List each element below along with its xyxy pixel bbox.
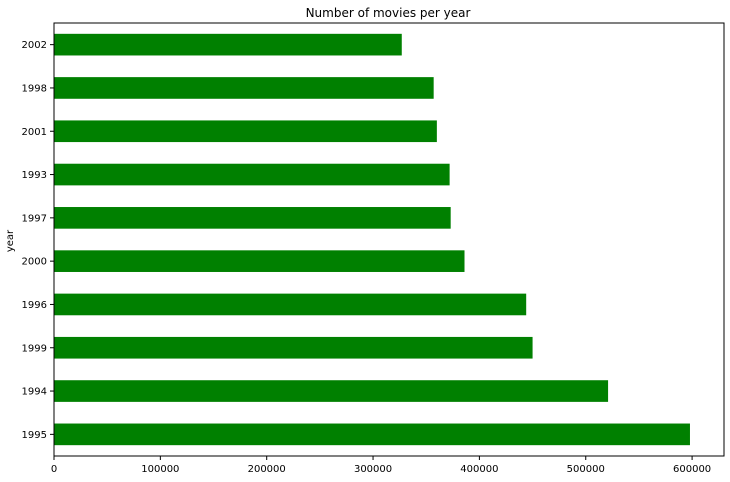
bar-1997 <box>54 207 451 229</box>
bar-1995 <box>54 423 690 446</box>
y-tick-label: 1998 <box>22 83 47 94</box>
bar-1999 <box>54 336 533 359</box>
y-tick-label: 2001 <box>22 127 47 138</box>
bar-2000 <box>54 250 465 272</box>
y-tick-label: 2002 <box>22 40 47 51</box>
bar-1996 <box>54 293 527 316</box>
x-tick-label: 100000 <box>141 464 179 475</box>
y-tick-label: 1997 <box>22 213 47 224</box>
bar-1998 <box>54 77 434 99</box>
x-tick-label: 600000 <box>673 464 711 475</box>
y-axis-label: year <box>5 229 16 252</box>
bar-2002 <box>54 33 402 56</box>
x-tick-label: 200000 <box>248 464 286 475</box>
y-tick-label: 1999 <box>22 343 47 354</box>
x-tick-label: 500000 <box>567 464 605 475</box>
y-tick-label: 1995 <box>22 430 47 441</box>
plot-frame <box>53 22 725 457</box>
bar-1993 <box>54 163 450 186</box>
y-tick-label: 1996 <box>22 300 47 311</box>
bar-1994 <box>54 380 609 402</box>
y-tick-label: 1993 <box>22 170 47 181</box>
x-tick-label: 400000 <box>460 464 498 475</box>
chart-title: Number of movies per year <box>306 6 471 20</box>
x-tick-label: 0 <box>51 464 57 475</box>
y-tick-label: 1994 <box>22 387 47 398</box>
bar-2001 <box>54 120 437 143</box>
x-ticks-group: 0 100000 200000 300000 400000 500000 600000 <box>51 456 711 475</box>
bars-group <box>54 33 690 446</box>
x-tick-label: 300000 <box>354 464 392 475</box>
y-ticks-group: 1995 1994 1999 1996 2000 1997 1993 2001 1998 2002 <box>22 40 54 441</box>
y-tick-label: 2000 <box>22 257 47 268</box>
